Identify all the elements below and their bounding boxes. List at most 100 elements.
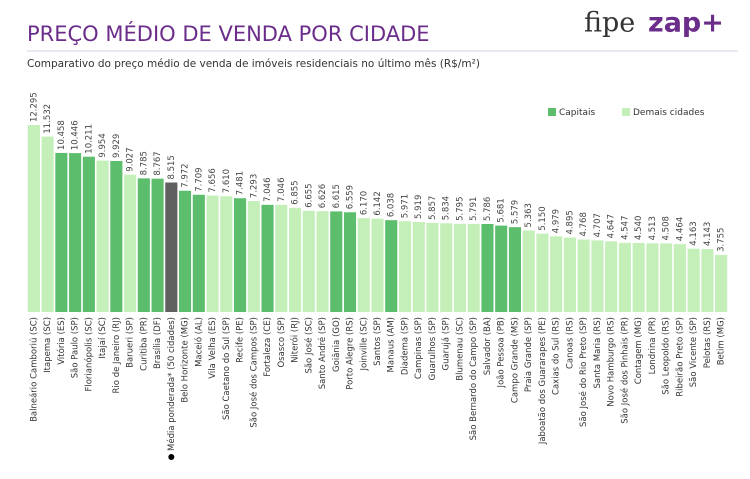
bar	[701, 248, 714, 312]
bar	[247, 201, 260, 312]
value-label: 8.767	[153, 151, 163, 175]
bar	[220, 196, 233, 312]
chart-subtitle: Comparativo do preço médio de venda de i…	[27, 58, 480, 70]
x-tick-label: Jaboatão dos Guararapes (PE)	[538, 317, 548, 445]
legend-label: Capitais	[559, 108, 596, 118]
bar	[316, 211, 329, 312]
value-label: 7.046	[263, 177, 273, 201]
bar	[508, 227, 521, 312]
bar	[357, 218, 370, 312]
value-label: 4.979	[552, 209, 562, 233]
x-tick-label: Goiânia (GO)	[332, 317, 342, 372]
value-label: 5.150	[538, 206, 548, 230]
x-tick-label: Guarulhos (SP)	[428, 317, 438, 380]
value-label: 4.707	[593, 213, 603, 237]
x-tick-label: São Paulo (SP)	[71, 317, 81, 378]
x-tick-label: Caxias do Sul (RS)	[552, 317, 562, 395]
bar	[618, 242, 631, 312]
marker-dot	[168, 453, 175, 460]
chart-title: PREÇO MÉDIO DE VENDA POR CIDADE	[27, 21, 430, 46]
value-label: 5.857	[428, 196, 438, 220]
bar	[522, 230, 535, 312]
bar	[27, 125, 40, 312]
value-label: 4.647	[607, 214, 617, 238]
value-label: 4.513	[648, 216, 658, 240]
value-label: 4.464	[675, 217, 685, 241]
x-tick-label: Rio de Janeiro (RJ)	[112, 317, 122, 393]
bar	[440, 223, 453, 312]
bar	[550, 236, 563, 312]
value-label: 5.795	[455, 197, 465, 221]
bar	[151, 178, 164, 312]
x-tick-label: Ribeirão Preto (SP)	[675, 317, 685, 397]
legend-swatch	[622, 108, 630, 116]
bar	[605, 241, 618, 312]
x-tick-label: Campinas (SP)	[414, 317, 424, 379]
x-tick-label: Itapema (SC)	[43, 317, 53, 373]
value-label: 11.532	[43, 104, 53, 134]
x-tick-label: Brasília (DF)	[153, 317, 163, 369]
x-tick-label: Porto Alegre (RS)	[346, 317, 356, 390]
bar	[481, 223, 494, 312]
x-tick-label: São Caetano do Sul (SP)	[222, 317, 232, 420]
x-tick-label: Balneário Camboriú (SC)	[29, 317, 39, 422]
bar	[660, 243, 673, 312]
bar	[646, 243, 659, 312]
x-tick-label: Florianópolis (SC)	[83, 317, 94, 392]
x-tick-label: Manaus (AM)	[387, 317, 397, 372]
x-tick-label: Barueri (SP)	[126, 317, 136, 368]
x-tick-label: Joinville (SC)	[359, 317, 369, 371]
bar	[96, 160, 109, 312]
bar	[467, 223, 480, 312]
x-tick-label: Santa Maria (RS)	[593, 317, 603, 388]
value-label: 7.293	[249, 174, 259, 198]
value-label: 4.768	[579, 212, 589, 236]
value-label: 6.142	[373, 191, 383, 215]
value-label: 5.971	[400, 194, 410, 218]
value-label: 6.626	[318, 184, 328, 208]
bar	[371, 218, 384, 312]
x-tick-label: Salvador (BA)	[483, 317, 493, 375]
value-label: 8.515	[167, 155, 177, 179]
value-label: 6.038	[387, 193, 397, 217]
x-tick-label: Santo André (SP)	[317, 317, 328, 389]
bar	[343, 212, 357, 312]
value-label: 12.295	[29, 92, 39, 122]
legend-label: Demais cidades	[633, 108, 705, 118]
bar	[137, 178, 150, 312]
x-tick-label: São José dos Pinhais (PR)	[619, 317, 630, 424]
x-tick-label: São Bernardo do Campo (SP)	[469, 317, 479, 440]
value-label: 9.954	[98, 133, 108, 157]
x-tick-label: Praia Grande (SP)	[524, 317, 534, 392]
value-label: 7.046	[277, 177, 287, 201]
bar	[302, 210, 315, 312]
x-tick-label: São José do Rio Preto (SP)	[578, 317, 589, 427]
bar	[288, 207, 302, 312]
value-label: 5.834	[442, 196, 452, 220]
x-tick-label: Londrina (PR)	[648, 317, 658, 374]
x-tick-label: Contagem (MG)	[634, 317, 644, 384]
bar	[41, 136, 54, 312]
value-label: 7.709	[194, 167, 204, 191]
value-label: 6.855	[291, 180, 301, 204]
bar	[495, 225, 508, 312]
bar	[385, 220, 398, 312]
x-tick-label: Diadema (SP)	[400, 317, 410, 375]
value-label: 4.895	[565, 210, 575, 234]
x-tick-label: Osasco (SP)	[277, 317, 287, 368]
bar	[275, 204, 288, 312]
value-label: 5.791	[469, 197, 479, 221]
x-tick-label: Curitiba (PR)	[139, 317, 149, 371]
bar	[563, 237, 576, 312]
value-label: 10.458	[57, 120, 67, 150]
x-tick-label: Canoas (RS)	[565, 317, 575, 369]
bar	[412, 221, 425, 312]
value-label: 5.681	[497, 198, 507, 222]
x-tick-label: São José (SC)	[303, 317, 314, 374]
x-tick-label: Niterói (RJ)	[290, 317, 301, 363]
value-label: 4.540	[634, 216, 644, 240]
bar	[165, 182, 178, 312]
bar	[687, 248, 700, 312]
bar	[234, 198, 247, 312]
bar	[577, 239, 590, 312]
